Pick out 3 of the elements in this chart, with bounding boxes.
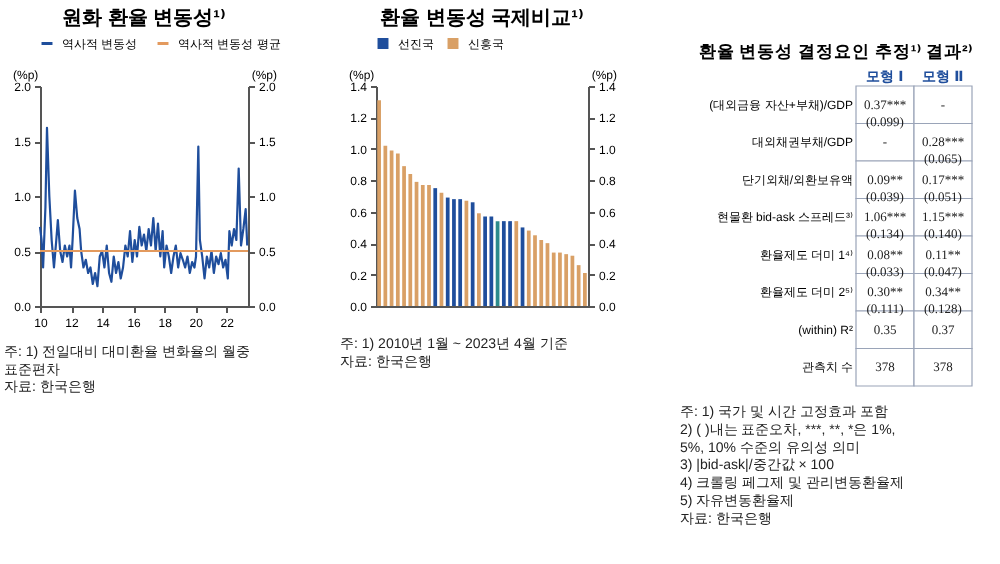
chart-title: 원화 환율 변동성¹⁾ — [62, 8, 226, 30]
text: 환율 변동성 결정요인 추정¹⁾ 결과²⁾ — [698, 41, 973, 61]
chart-title: 환율 변동성 국제비교¹⁾ — [380, 8, 584, 30]
